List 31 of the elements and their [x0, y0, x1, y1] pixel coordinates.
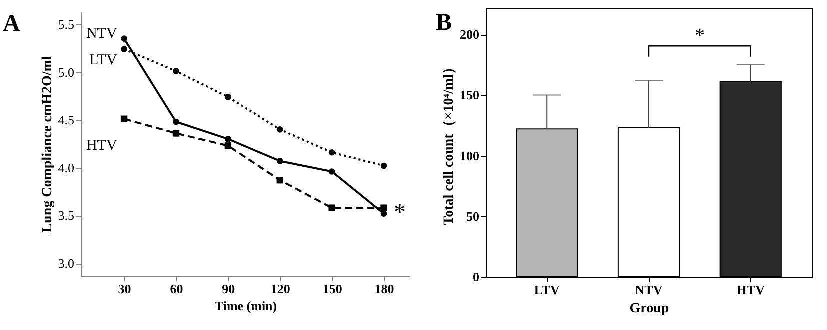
y-tick-label: 200	[460, 27, 480, 42]
x-tick-label: HTV	[736, 282, 766, 298]
y-tick-label: 0	[473, 270, 480, 284]
x-tick-label: 30	[118, 282, 132, 296]
x-tick-label: NTV	[635, 282, 664, 298]
y-tick-label: 5.0	[58, 64, 74, 80]
x-axis-title: Group	[630, 302, 670, 316]
y-tick-label: 100	[460, 148, 480, 164]
x-tick-label: LTV	[534, 282, 560, 298]
series-label: HTV	[86, 138, 118, 154]
y-tick-label: 50	[466, 208, 480, 224]
series-label: NTV	[86, 26, 118, 42]
y-tick-label: 5.5	[58, 16, 74, 32]
chart-title: A	[3, 11, 21, 37]
x-tick-label: 60	[170, 282, 184, 296]
x-tick-label: 90	[222, 282, 236, 296]
x-axis-title: Time (min)	[214, 298, 278, 314]
y-axis-title: Lung Compliance cmH2O/ml	[40, 56, 56, 233]
annotation: *	[694, 25, 705, 48]
x-tick-label: 180	[374, 282, 394, 296]
annotation: *	[394, 200, 406, 226]
y-tick-label: 4.5	[58, 112, 74, 128]
y-tick-label: 3.5	[58, 208, 74, 224]
series-label: LTV	[90, 52, 118, 68]
y-tick-label: 150	[460, 88, 480, 103]
x-tick-label: 120	[270, 282, 290, 296]
chart-title: B	[436, 10, 452, 36]
y-axis-title: Total cell count（×10⁴/ml）	[442, 60, 457, 226]
x-tick-label: 150	[322, 282, 342, 296]
y-tick-label: 4.0	[58, 160, 74, 176]
y-tick-label: 3.0	[58, 256, 74, 272]
